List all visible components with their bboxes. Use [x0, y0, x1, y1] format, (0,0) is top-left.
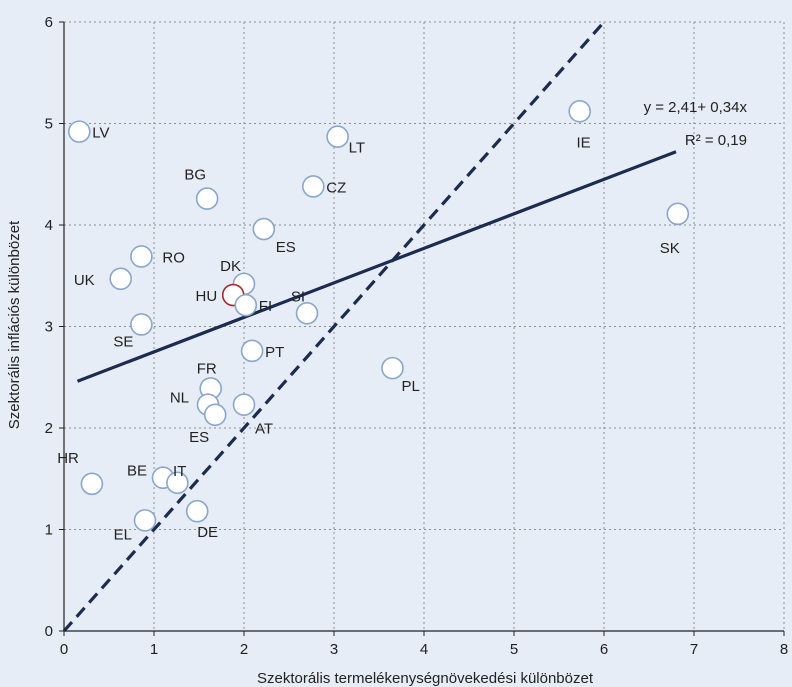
data-point-uk: UK: [74, 267, 132, 291]
data-point-label: RO: [162, 249, 185, 266]
data-point-hr: HR: [57, 450, 104, 496]
r-squared-label: R² = 0,19: [685, 132, 747, 149]
data-point-label: FR: [197, 360, 217, 377]
data-point-label: DE: [197, 524, 218, 541]
y-tick-label: 4: [45, 217, 53, 234]
data-point-be: BE: [127, 463, 175, 490]
data-point-es: ES: [252, 217, 296, 256]
data-point-label: HR: [57, 450, 79, 467]
data-point-bg: BG: [184, 167, 219, 210]
x-tick-label: 2: [240, 641, 248, 658]
data-point-label: LV: [92, 125, 109, 142]
data-point-marker: [568, 100, 592, 123]
data-point-fi: FI: [234, 293, 272, 317]
data-point-marker: [232, 393, 256, 416]
x-tick-label: 7: [690, 641, 698, 658]
reference-line: [62, 20, 606, 633]
x-tick-label: 4: [420, 641, 428, 658]
regression-equation: y = 2,41+ 0,34x: [644, 99, 748, 116]
data-point-label: EL: [114, 526, 132, 543]
data-point-el: EL: [114, 509, 157, 543]
data-point-pl: PL: [381, 356, 420, 395]
data-point-label: CZ: [326, 179, 346, 196]
data-point-marker: [130, 245, 153, 268]
data-point-label: LT: [349, 140, 365, 157]
x-axis-title: Szektorális termelékenységnövekedési kül…: [257, 670, 594, 687]
data-point-marker: [68, 120, 91, 143]
ticks: 0 1 2 3 4 5 6 7 8 0 1 2 3 4 5 6: [45, 14, 789, 658]
data-point-label: PL: [402, 378, 420, 395]
data-point-de: DE: [185, 499, 218, 541]
data-point-label: BG: [184, 167, 206, 184]
data-point-marker: [234, 293, 258, 317]
data-point-marker: [301, 175, 325, 198]
data-point-it: IT: [166, 463, 189, 495]
data-point-marker: [166, 471, 189, 495]
data-point-label: ES: [276, 239, 296, 256]
x-tick-label: 1: [150, 641, 158, 658]
data-point-label: BE: [127, 463, 147, 480]
data-point-si: SI: [291, 288, 319, 325]
data-point-label: IT: [173, 463, 186, 480]
data-point-label: PT: [265, 344, 284, 361]
trend-line: [76, 150, 677, 383]
y-tick-label: 5: [45, 116, 53, 133]
data-point-marker: [80, 472, 104, 496]
data-point-ro: RO: [130, 245, 185, 268]
data-point-label: SK: [660, 240, 680, 257]
data-point-sk: SK: [660, 202, 690, 257]
y-axis-title: Szektorális inflációs különbözet: [6, 220, 23, 429]
y-tick-label: 3: [45, 319, 53, 336]
data-point-se: SE: [113, 313, 153, 350]
data-point-lv: LV: [68, 120, 110, 143]
data-point-label: ES: [189, 429, 209, 446]
y-tick-label: 2: [45, 420, 53, 437]
data-point-marker: [295, 302, 319, 325]
data-point-label: SE: [113, 333, 133, 350]
data-point-fr: FR: [197, 360, 222, 400]
data-point-label: AT: [255, 421, 273, 438]
data-point-marker: [185, 499, 209, 523]
data-point-marker: [130, 313, 153, 336]
y-tick-label: 1: [45, 522, 53, 539]
y-tick-label: 6: [45, 14, 53, 31]
data-point-marker: [133, 509, 157, 532]
data-point-lt: LT: [326, 125, 365, 157]
data-point-es: ES: [189, 403, 227, 446]
x-tick-label: 0: [60, 641, 68, 658]
data-point-label: IE: [577, 134, 591, 151]
x-tick-label: 3: [330, 641, 338, 658]
x-tick-label: 8: [780, 641, 788, 658]
data-point-marker: [666, 202, 690, 226]
data-point-marker: [195, 187, 219, 210]
data-point-label: FI: [259, 298, 272, 315]
data-point-label: NL: [170, 390, 189, 407]
data-point-cz: CZ: [301, 175, 346, 198]
data-point-label: SI: [291, 288, 305, 305]
data-point-label: UK: [74, 272, 95, 289]
data-point-at: AT: [232, 393, 273, 438]
lines: [62, 20, 677, 633]
x-tick-label: 6: [600, 641, 608, 658]
data-point-marker: [109, 267, 132, 291]
y-tick-label: 0: [45, 623, 53, 640]
data-point-label: DK: [220, 258, 241, 275]
data-point-marker: [252, 217, 276, 241]
data-point-marker: [381, 356, 404, 380]
data-point-marker: [240, 339, 264, 363]
data-point-pt: PT: [240, 339, 284, 363]
data-point-ie: IE: [568, 100, 592, 151]
data-point-marker: [203, 403, 227, 427]
data-point-label: HU: [196, 288, 218, 305]
x-tick-label: 5: [510, 641, 518, 658]
data-point-marker: [326, 125, 349, 148]
